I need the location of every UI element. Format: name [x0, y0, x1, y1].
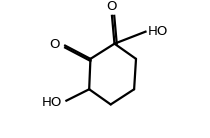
Text: O: O — [107, 0, 117, 13]
Text: HO: HO — [42, 96, 63, 109]
Text: O: O — [49, 38, 59, 51]
Text: HO: HO — [148, 25, 168, 38]
